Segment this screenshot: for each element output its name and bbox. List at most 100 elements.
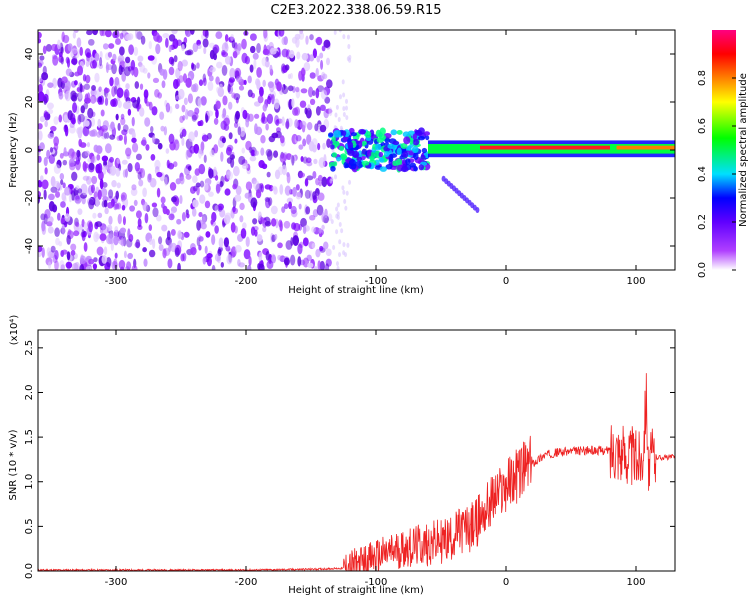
heatmap-cell: [116, 87, 124, 99]
heatmap-cell: [254, 123, 258, 135]
heatmap-cell: [175, 103, 180, 110]
heatmap-cell: [95, 221, 103, 228]
heatmap-cell: [309, 98, 316, 106]
heatmap-cell: [214, 225, 219, 234]
heatmap-cell: [99, 233, 107, 242]
heatmap-cell: [297, 256, 302, 267]
heatmap-cell: [89, 130, 96, 137]
heatmap-cell: [256, 67, 262, 78]
heatmap-cell: [232, 166, 240, 177]
heatmap-cell: [47, 193, 55, 201]
heatmap-cell: [217, 203, 224, 211]
heatmap-cell: [339, 125, 343, 131]
heatmap-cell: [316, 204, 324, 216]
heatmap-cell: [211, 234, 216, 246]
heatmap-cell: [189, 186, 196, 194]
heatmap-cell: [423, 131, 431, 136]
heatmap-cell: [220, 261, 224, 268]
heatmap-cell: [234, 138, 238, 144]
heatmap-cell: [112, 31, 118, 39]
heatmap-cell: [238, 155, 246, 165]
heatmap-cell: [38, 155, 42, 163]
heatmap-cell: [77, 188, 83, 194]
heatmap-cell: [312, 171, 317, 179]
heatmap-cell: [168, 242, 173, 249]
heatmap-cell: [421, 147, 428, 154]
heatmap-cell: [115, 168, 121, 177]
colorbar-label: Normalized spectral amplitude: [738, 73, 749, 227]
heatmap-cell: [250, 226, 256, 236]
heatmap-cell: [147, 55, 155, 61]
heatmap-cell: [168, 213, 175, 221]
heatmap-cell: [53, 116, 59, 125]
heatmap-cell: [274, 233, 278, 240]
heatmap-cell: [240, 228, 247, 239]
heatmap-cell: [356, 156, 363, 162]
heatmap-cell: [204, 30, 209, 39]
heatmap-cell: [338, 30, 342, 33]
heatmap-cell: [199, 180, 205, 188]
heatmap-cell: [264, 196, 270, 202]
heatmap-cell: [226, 254, 233, 265]
heatmap-cell: [174, 247, 180, 258]
heatmap-cell: [88, 38, 95, 46]
heatmap-cell: [348, 179, 352, 185]
heatmap-cell: [157, 142, 163, 150]
heatmap-cell: [104, 30, 112, 38]
heatmap-cell: [88, 221, 94, 233]
heatmap-cell: [273, 150, 279, 158]
heatmap-cell: [294, 135, 298, 144]
heatmap-cell: [154, 89, 160, 98]
heatmap-cell: [196, 43, 202, 50]
heatmap-cell: [281, 48, 289, 58]
heatmap-cell: [298, 172, 306, 178]
heatmap-cell: [64, 186, 71, 196]
heatmap-cell: [77, 208, 83, 215]
heatmap-cell: [341, 185, 345, 191]
heatmap-cell: [128, 44, 134, 55]
heatmap-cell: [47, 216, 54, 224]
heatmap-cell: [185, 149, 189, 160]
heatmap-cell: [70, 243, 77, 251]
heatmap-cell: [77, 151, 81, 162]
heatmap-cell: [262, 79, 266, 88]
heatmap-cell: [68, 193, 73, 203]
heatmap-cell: [118, 259, 126, 270]
heatmap-cell: [108, 215, 113, 225]
heatmap-cell: [39, 116, 46, 123]
heatmap-cell: [260, 116, 268, 124]
heatmap-cell: [254, 113, 260, 119]
heatmap-cell: [99, 30, 104, 37]
heatmap-cell: [115, 190, 120, 200]
heatmap-cell: [140, 139, 147, 146]
heatmap-cell: [75, 221, 80, 228]
heatmap-cell: [325, 248, 332, 257]
heatmap-cell: [131, 265, 138, 270]
heatmap-cell: [299, 120, 307, 130]
heatmap-cell: [217, 86, 225, 98]
heatmap-cell: [135, 153, 142, 161]
colorbar-ticks: 0.0 0.2 0.4 0.6 0.8: [697, 70, 736, 278]
heatmap-cell: [148, 238, 153, 245]
heatmap-cell: [342, 189, 346, 195]
heatmap-cell: [53, 142, 59, 152]
heatmap-cell: [234, 67, 242, 78]
heatmap-cell: [142, 187, 147, 198]
heatmap-cell: [346, 34, 350, 40]
heatmap-cell: [279, 220, 283, 232]
heatmap-cell: [49, 146, 54, 153]
y-tick-label: -20: [24, 190, 35, 206]
heatmap-cell: [379, 166, 388, 172]
heatmap-cell: [215, 109, 219, 119]
heatmap-cell: [46, 149, 51, 159]
heatmap-cell: [119, 32, 124, 40]
y-tick-label: 20: [24, 96, 35, 109]
heatmap-cell: [379, 127, 386, 135]
heatmap-cell: [255, 189, 262, 199]
heatmap-cell: [375, 143, 382, 151]
heatmap-cell: [247, 113, 254, 122]
heatmap-cell: [247, 264, 252, 270]
heatmap-cell: [86, 175, 92, 185]
heatmap-cell: [195, 182, 201, 188]
heatmap-cell: [225, 169, 231, 179]
